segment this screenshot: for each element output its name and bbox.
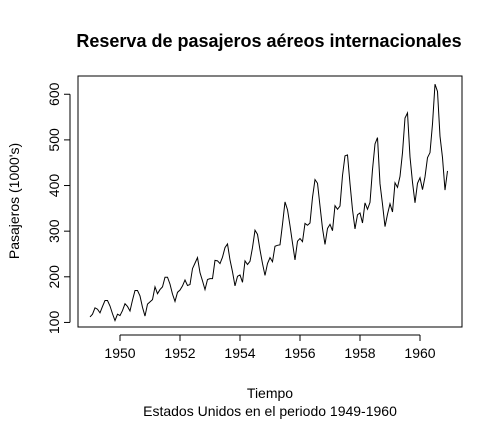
- y-tick-label: 300: [46, 219, 62, 243]
- y-tick-label: 600: [46, 82, 62, 106]
- y-axis: 100 200 300 400 500 600: [46, 82, 70, 334]
- x-tick-label: 1960: [404, 345, 435, 361]
- y-tick-label: 200: [46, 265, 62, 289]
- x-axis: 1950 1952 1954 1956 1958 1960: [104, 335, 435, 361]
- y-tick-label: 500: [46, 128, 62, 152]
- x-tick-label: 1958: [344, 345, 375, 361]
- x-tick-label: 1956: [284, 345, 315, 361]
- x-axis-label: Tiempo: [247, 385, 293, 401]
- chart-title: Reserva de pasajeros aéreos internaciona…: [76, 31, 461, 51]
- y-tick-label: 100: [46, 311, 62, 335]
- plot-frame: [78, 76, 462, 327]
- x-tick-label: 1952: [164, 345, 195, 361]
- chart-subtitle: Estados Unidos en el periodo 1949-1960: [143, 403, 397, 419]
- x-tick-label: 1950: [104, 345, 135, 361]
- y-tick-label: 400: [46, 174, 62, 198]
- y-axis-label: Pasajeros (1000's): [6, 143, 22, 259]
- series-line: [90, 84, 448, 320]
- x-tick-label: 1954: [224, 345, 255, 361]
